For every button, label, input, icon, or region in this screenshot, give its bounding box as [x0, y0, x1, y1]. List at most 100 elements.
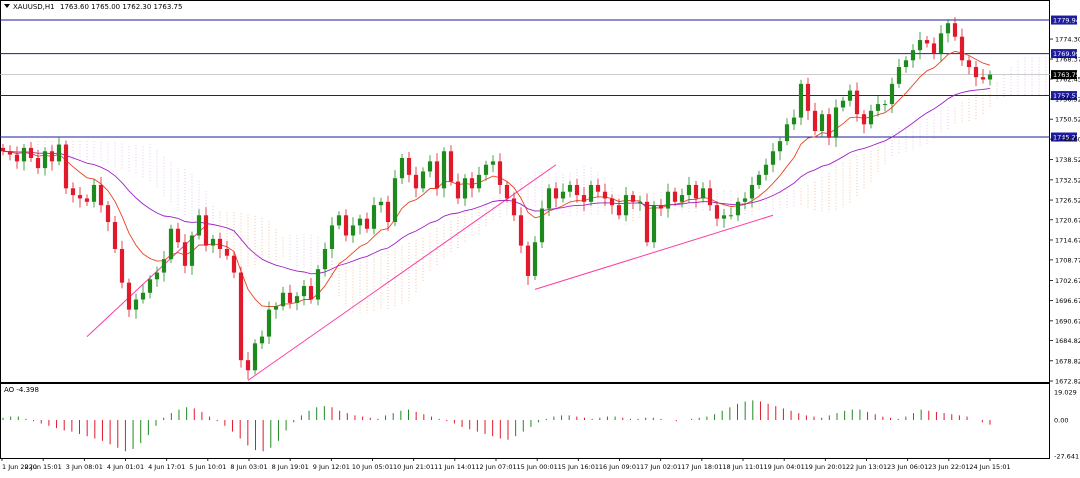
- chart-ohlc: 1763.60 1765.00 1762.30 1763.75: [60, 3, 182, 11]
- y-tick-label: 1738.52: [1055, 156, 1080, 164]
- candle-body: [497, 161, 503, 185]
- candle-body: [735, 201, 741, 216]
- candle-body: [287, 292, 293, 303]
- candle-body: [371, 205, 377, 229]
- y-tick-label: 1690.67: [1055, 317, 1080, 325]
- candle-body: [896, 67, 902, 84]
- candle-body: [693, 184, 699, 199]
- x-tick-label: 4 Jun 17:01: [148, 463, 185, 471]
- candle-body: [742, 198, 748, 202]
- candle-body: [847, 90, 853, 101]
- chart-menu-arrow-icon[interactable]: [4, 4, 10, 8]
- x-tick-label: 24 Jun 15:01: [969, 463, 1010, 471]
- y-tick-label: 1750.52: [1055, 116, 1080, 124]
- candle-body: [350, 225, 356, 236]
- candle-body: [546, 188, 552, 209]
- ma-fast-line: [2, 50, 991, 308]
- candle-body: [392, 178, 398, 223]
- current-price-label: 1763.75: [1053, 71, 1080, 79]
- price-line-label: 1745.23: [1053, 134, 1080, 142]
- candle-body: [889, 83, 895, 105]
- candle-body: [798, 83, 804, 118]
- candle-body: [973, 67, 979, 78]
- candle-body: [679, 195, 685, 202]
- candle-body: [385, 201, 391, 223]
- price-line-tag: [1051, 132, 1077, 142]
- candlesticks: [0, 17, 993, 380]
- x-tick-label: 1 Jun 2020: [2, 463, 37, 471]
- candle-body: [945, 23, 951, 34]
- price-line-label: 1779.94: [1053, 17, 1080, 25]
- candle-body: [756, 174, 762, 185]
- ichimoku-cloud: [37, 57, 1047, 314]
- chart-symbol: XAUUSD,H1: [13, 3, 55, 11]
- x-tick-label: 10 Jun 21:01: [393, 463, 434, 471]
- x-tick-label: 15 Jun 16:01: [558, 463, 599, 471]
- candle-body: [868, 110, 874, 125]
- candle-body: [805, 83, 811, 111]
- candle-body: [700, 188, 706, 199]
- candle-body: [826, 114, 832, 138]
- candle-body: [833, 107, 839, 138]
- main-chart-frame: [0, 0, 1050, 383]
- price-line-tag: [1051, 91, 1077, 101]
- candle-body: [525, 245, 531, 276]
- price-line-tag: [1051, 49, 1077, 59]
- candle-body: [749, 184, 755, 199]
- candle-body: [112, 222, 118, 249]
- horizontal-price-lines: 1779.94 1769.99 1757.53 1745.23 1763.75: [0, 15, 1080, 142]
- candle-body: [903, 60, 909, 68]
- ao-scale-label: -27.641: [1054, 453, 1079, 461]
- candle-body: [938, 33, 944, 54]
- candle-body: [854, 90, 860, 115]
- candle-body: [987, 74, 993, 80]
- candle-body: [147, 279, 153, 293]
- candle-body: [70, 188, 76, 196]
- candle-body: [917, 40, 923, 51]
- ma-slow-line: [2, 87, 991, 275]
- ao-scale-label: 19.029: [1054, 389, 1077, 397]
- candle-body: [441, 151, 447, 189]
- price-axis: 1774.30 1768.37 1762.45 1756.52 1750.52 1744.…: [1050, 36, 1080, 386]
- x-tick-label: 3 Jun 08:01: [66, 463, 103, 471]
- y-tick-label: 1726.52: [1055, 197, 1080, 205]
- candle-body: [763, 164, 769, 175]
- x-tick-label: 15 Jun 00:01: [517, 463, 558, 471]
- candle-body: [875, 104, 881, 111]
- x-tick-label: 23 Jun 06:01: [887, 463, 928, 471]
- candle-body: [203, 215, 209, 246]
- candle-body: [560, 191, 566, 199]
- candle-body: [574, 184, 580, 196]
- candle-body: [77, 195, 83, 199]
- candle-body: [322, 248, 328, 270]
- candle-body: [49, 151, 55, 162]
- candle-body: [623, 195, 629, 216]
- candle-body: [959, 36, 965, 61]
- x-tick-label: 12 Jun 07:01: [475, 463, 516, 471]
- candle-body: [406, 158, 412, 175]
- candle-body: [28, 147, 34, 159]
- candle-body: [630, 195, 636, 202]
- candle-body: [602, 191, 608, 199]
- y-tick-label: 1768.37: [1055, 56, 1080, 64]
- candle-body: [728, 215, 734, 217]
- candle-body: [840, 100, 846, 108]
- candle-body: [126, 282, 132, 310]
- candle-body: [791, 117, 797, 125]
- candle-body: [280, 292, 286, 307]
- candle-body: [252, 343, 258, 371]
- candle-body: [301, 286, 307, 297]
- candle-body: [462, 178, 468, 199]
- candle-body: [511, 198, 517, 216]
- y-tick-label: 1720.67: [1055, 216, 1080, 224]
- candle-body: [231, 255, 237, 273]
- candle-body: [210, 238, 216, 246]
- candle-body: [266, 309, 272, 337]
- candle-body: [861, 114, 867, 125]
- candle-body: [581, 195, 587, 202]
- x-tick-label: 22 Jun 13:01: [846, 463, 887, 471]
- candle-body: [588, 184, 594, 202]
- candle-body: [420, 171, 426, 189]
